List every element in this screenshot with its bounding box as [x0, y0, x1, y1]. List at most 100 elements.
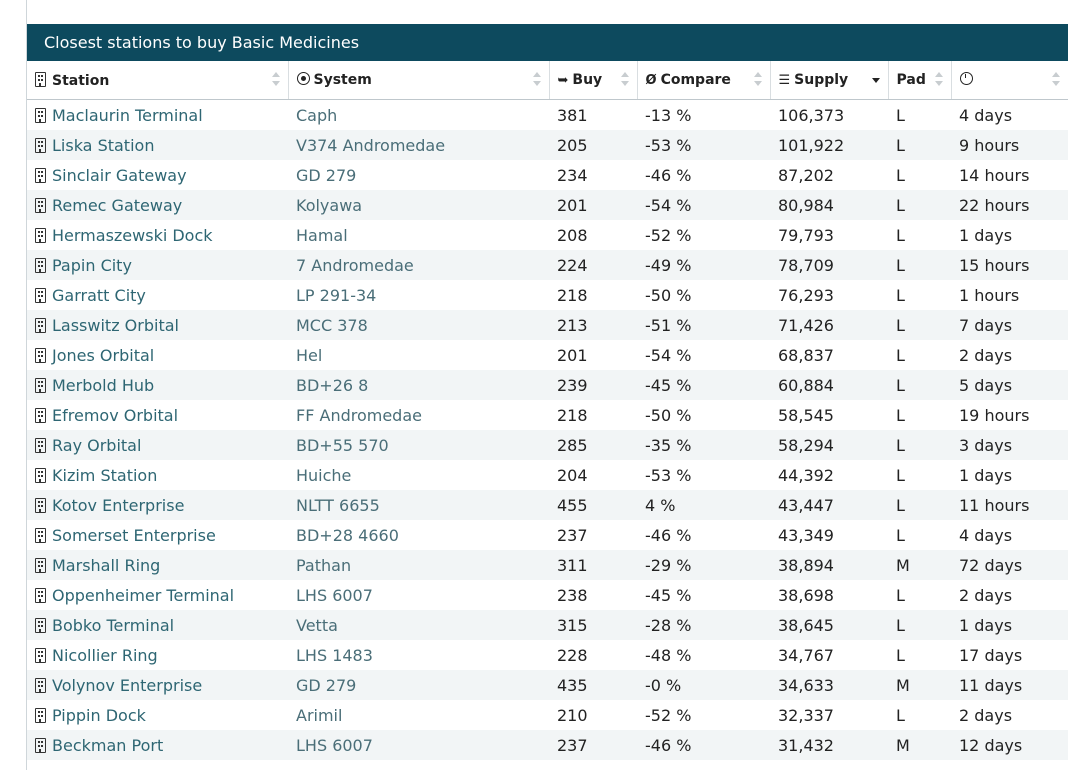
station-link[interactable]: Marshall Ring — [52, 555, 161, 575]
cell-station: Jones Orbital — [27, 340, 288, 370]
cell-buy: 201 — [557, 345, 588, 365]
system-link[interactable]: Vetta — [296, 615, 338, 635]
station-link[interactable]: Remec Gateway — [52, 195, 183, 215]
building-icon — [35, 707, 46, 723]
system-link[interactable]: BD+28 4660 — [296, 525, 399, 545]
sort-icon — [1052, 72, 1060, 88]
cell-station: Kotov Enterprise — [27, 490, 288, 520]
cell-supply: 79,793 — [778, 225, 834, 245]
cell-buy: 208 — [557, 225, 588, 245]
cell-compare: -28 % — [637, 610, 770, 640]
cell-buy: 234 — [557, 165, 588, 185]
system-link[interactable]: FF Andromedae — [296, 405, 422, 425]
system-link[interactable]: BD+26 8 — [296, 375, 369, 395]
cell-station: Papin City — [27, 250, 288, 280]
cell-pad: L — [888, 430, 951, 460]
system-link[interactable]: Arimil — [296, 705, 343, 725]
system-link[interactable]: NLTT 6655 — [296, 495, 380, 515]
cell-station: Garratt City — [27, 280, 288, 310]
sign-in-icon: ➥ — [557, 72, 569, 88]
station-link[interactable]: Sinclair Gateway — [52, 165, 187, 185]
column-header-supply[interactable]: ☰ Supply — [770, 61, 889, 100]
building-icon — [35, 677, 46, 693]
system-link[interactable]: V374 Andromedae — [296, 135, 446, 155]
system-link[interactable]: GD 279 — [296, 165, 357, 185]
cell-buy: 228 — [557, 645, 588, 665]
system-link[interactable]: GD 279 — [296, 675, 357, 695]
system-link[interactable]: BD+55 570 — [296, 435, 389, 455]
diameter-icon: Ø — [645, 72, 657, 88]
table-row: Merbold Hub BD+26 8 239 -45 % 60,884 L 5 days — [27, 370, 1068, 400]
station-link[interactable]: Bobko Terminal — [52, 615, 175, 635]
sort-icon — [753, 72, 762, 88]
cell-station: Lasswitz Orbital — [27, 310, 288, 340]
cell-updated: 19 hours — [959, 405, 1030, 425]
table-body: Maclaurin Terminal Caph 381 -13 % 106,373 L 4 … — [27, 100, 1068, 760]
station-link[interactable]: Ray Orbital — [52, 435, 142, 455]
column-header-pad[interactable]: Pad — [888, 61, 952, 100]
cell-compare: -52 % — [645, 705, 692, 725]
station-link[interactable]: Merbold Hub — [52, 375, 155, 395]
system-link[interactable]: Hamal — [296, 225, 348, 245]
cell-updated: 2 days — [959, 345, 1013, 365]
system-link[interactable]: LP 291-34 — [296, 285, 377, 305]
table-header-row: Station System ➥ Buy Ø Compare ☰ Supply — [27, 61, 1068, 100]
cell-buy: 224 — [549, 250, 637, 280]
system-link[interactable]: Kolyawa — [296, 195, 363, 215]
cell-compare: -35 % — [637, 430, 770, 460]
system-link[interactable]: LHS 1483 — [296, 645, 373, 665]
table-row: Efremov Orbital FF Andromedae 218 -50 % 58,5… — [27, 400, 1068, 430]
station-link[interactable]: Maclaurin Terminal — [52, 105, 203, 125]
cell-updated: 1 hours — [959, 285, 1020, 305]
station-link[interactable]: Beckman Port — [52, 735, 164, 755]
cell-updated: 2 days — [959, 585, 1013, 605]
station-link[interactable]: Liska Station — [52, 135, 155, 155]
cell-buy: 311 — [549, 550, 637, 580]
table-row: Garratt City LP 291-34 218 -50 % 76,293 L 1 ho… — [27, 280, 1068, 310]
column-header-compare[interactable]: Ø Compare — [637, 61, 771, 100]
table-row: Hermaszewski Dock Hamal 208 -52 % 79,793 L 1 d… — [27, 220, 1068, 250]
column-header-system[interactable]: System — [288, 61, 550, 100]
cell-buy: 213 — [549, 310, 637, 340]
station-link[interactable]: Lasswitz Orbital — [52, 315, 179, 335]
cell-compare: -54 % — [645, 345, 692, 365]
stations-table: Station System ➥ Buy Ø Compare ☰ Supply — [27, 61, 1068, 760]
station-link[interactable]: Somerset Enterprise — [52, 525, 216, 545]
system-link[interactable]: Hel — [296, 345, 323, 365]
system-link[interactable]: MCC 378 — [296, 315, 368, 335]
system-link[interactable]: 7 Andromedae — [296, 255, 414, 275]
station-link[interactable]: Efremov Orbital — [52, 405, 179, 425]
cell-pad: M — [888, 550, 951, 580]
station-link[interactable]: Jones Orbital — [52, 345, 155, 365]
cell-compare: -53 % — [637, 130, 770, 160]
cell-pad: L — [888, 250, 951, 280]
station-link[interactable]: Garratt City — [52, 285, 146, 305]
cell-updated: 3 days — [951, 430, 1068, 460]
cell-compare: -45 % — [637, 370, 770, 400]
station-link[interactable]: Hermaszewski Dock — [52, 225, 213, 245]
station-link[interactable]: Nicollier Ring — [52, 645, 158, 665]
station-link[interactable]: Kotov Enterprise — [52, 495, 185, 515]
sort-icon — [532, 72, 541, 88]
table-row: Marshall Ring Pathan 311 -29 % 38,894 M 72 day… — [27, 550, 1068, 580]
system-link[interactable]: Caph — [296, 105, 338, 125]
column-header-station[interactable]: Station — [27, 61, 289, 100]
system-link[interactable]: Huiche — [296, 465, 352, 485]
cell-system: LHS 6007 — [288, 730, 549, 760]
column-header-updated[interactable] — [951, 61, 1068, 100]
station-link[interactable]: Volynov Enterprise — [52, 675, 203, 695]
station-link[interactable]: Kizim Station — [52, 465, 158, 485]
table-row: Maclaurin Terminal Caph 381 -13 % 106,373 L 4 … — [27, 100, 1068, 131]
cell-updated: 17 days — [959, 645, 1023, 665]
system-link[interactable]: LHS 6007 — [296, 735, 373, 755]
cell-buy: 455 — [549, 490, 637, 520]
system-link[interactable]: Pathan — [296, 555, 352, 575]
column-header-buy[interactable]: ➥ Buy — [549, 61, 638, 100]
station-link[interactable]: Oppenheimer Terminal — [52, 585, 235, 605]
station-link[interactable]: Pippin Dock — [52, 705, 146, 725]
table-row: Somerset Enterprise BD+28 4660 237 -46 % 43,… — [27, 520, 1068, 550]
cell-compare: -50 % — [645, 405, 692, 425]
system-link[interactable]: LHS 6007 — [296, 585, 373, 605]
cell-system: BD+26 8 — [288, 370, 549, 400]
station-link[interactable]: Papin City — [52, 255, 132, 275]
